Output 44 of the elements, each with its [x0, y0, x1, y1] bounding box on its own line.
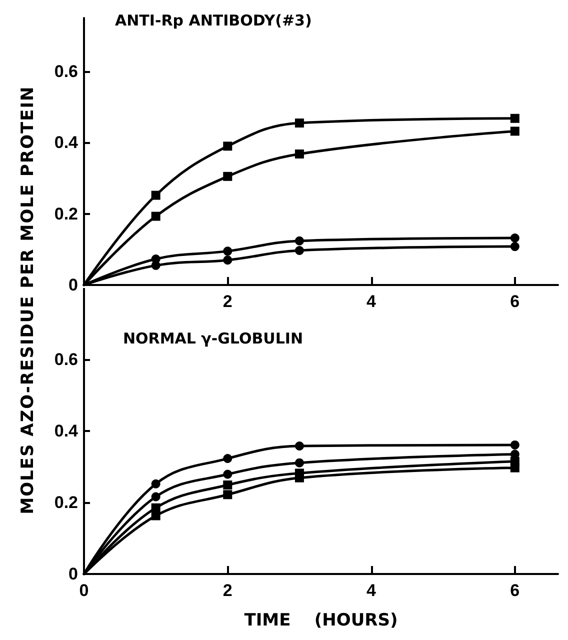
point — [510, 242, 520, 252]
point — [223, 256, 232, 265]
point — [294, 236, 304, 246]
y-tick-label: 0.2 — [54, 493, 78, 512]
point — [510, 463, 520, 472]
x-tick-label: 6 — [510, 581, 520, 600]
text: NORMAL γ-GLOBULIN — [123, 330, 304, 348]
y-tick-label: 0.4 — [54, 133, 79, 152]
point — [294, 473, 304, 482]
y-tick-label: 0 — [68, 564, 78, 584]
y-tick-label: 0.4 — [54, 422, 79, 440]
point — [510, 234, 520, 243]
point — [223, 246, 232, 256]
point — [223, 172, 232, 181]
y-tick-label: 0.6 — [54, 62, 78, 81]
x-tick-label: 4 — [366, 581, 377, 600]
x-tick-label: 4 — [366, 292, 377, 311]
x-tick-label: 2 — [222, 581, 232, 600]
chart-title: ANTI-Rp ANTIBODY(#3) — [115, 12, 312, 30]
point — [510, 114, 520, 123]
y-tick-label: 0.6 — [54, 350, 78, 369]
point — [223, 142, 232, 151]
x-axis-title: TIME (HOURS) — [244, 610, 398, 630]
x-tick-label: 2 — [222, 292, 232, 311]
point — [223, 470, 232, 479]
point — [223, 454, 232, 464]
point — [294, 442, 304, 451]
point — [294, 149, 304, 158]
point — [151, 511, 160, 520]
point — [151, 479, 160, 488]
point — [294, 118, 304, 128]
point — [510, 126, 520, 136]
point — [294, 246, 304, 255]
y-axis-title: MOLES AZO-RESIDUE PER MOLE PROTEIN — [18, 86, 38, 514]
point — [510, 440, 520, 450]
point — [151, 190, 160, 200]
point — [151, 492, 160, 502]
point — [223, 490, 232, 500]
y-tick-label: 0.2 — [54, 204, 78, 224]
point — [151, 212, 160, 221]
y-tick-label: 0 — [68, 276, 78, 294]
x-tick-label: 6 — [510, 292, 520, 311]
point — [223, 480, 232, 490]
point — [294, 458, 304, 468]
